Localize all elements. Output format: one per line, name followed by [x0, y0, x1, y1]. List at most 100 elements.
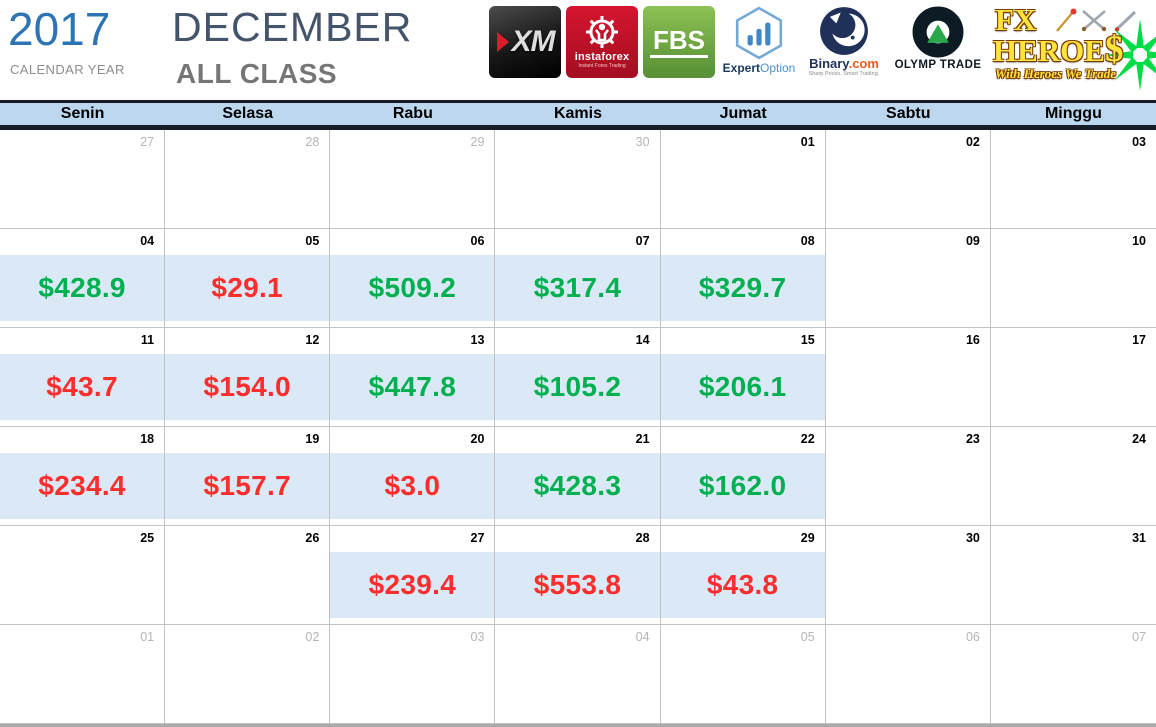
calendar-cell[interactable]: 05 — [660, 625, 826, 724]
day-header-kamis: Kamis — [553, 105, 602, 122]
calendar-cell[interactable]: 09 — [825, 229, 991, 328]
day-number: 05 — [800, 630, 815, 644]
logo-xm: XM — [489, 6, 561, 78]
olymptrade-wordmark: OLYMP TRADE — [894, 59, 982, 71]
day-number: 26 — [305, 531, 320, 545]
pnl-value: $553.8 — [495, 552, 660, 618]
calendar-grid: 27 28 29 30 01 02 03 04 $428.9 05 $29.1 06 $509.2 07 $… — [0, 130, 1156, 727]
fxheroes-starburst-icon — [1104, 19, 1156, 91]
day-number: 13 — [470, 333, 485, 347]
xm-arrow-icon — [496, 32, 509, 52]
day-number: 02 — [965, 135, 980, 149]
pnl-value: $29.1 — [165, 255, 330, 321]
calendar-cell[interactable]: 13 $447.8 — [330, 328, 496, 427]
day-number: 03 — [1132, 135, 1146, 149]
pnl-value: $428.3 — [495, 453, 660, 519]
day-number: 19 — [305, 432, 320, 446]
calendar-cell[interactable]: 04 $428.9 — [0, 229, 166, 328]
calendar-cell[interactable]: 04 — [495, 625, 661, 724]
pnl-value: $43.8 — [660, 552, 825, 618]
calendar-cell[interactable]: 30 — [825, 526, 991, 625]
day-number: 25 — [140, 531, 155, 545]
calendar-cell[interactable]: 02 — [825, 130, 991, 229]
pnl-value: $157.7 — [165, 453, 330, 519]
calendar-cell[interactable]: 06 $509.2 — [330, 229, 496, 328]
pnl-value: $105.2 — [495, 354, 660, 420]
calendar-cell[interactable]: 29 $43.8 — [660, 526, 826, 625]
calendar-cell[interactable]: 03 — [330, 625, 496, 724]
month-title: DECEMBER — [172, 4, 413, 50]
day-number: 05 — [305, 234, 320, 248]
day-number: 11 — [140, 333, 155, 347]
calendar-cell[interactable]: 07 — [990, 625, 1156, 724]
calendar-cell[interactable]: 30 — [495, 130, 661, 229]
day-header-jumat: Jumat — [719, 105, 767, 122]
calendar-cell[interactable]: 07 $317.4 — [495, 229, 661, 328]
calendar-cell[interactable]: 23 — [825, 427, 991, 526]
day-number: 28 — [635, 531, 650, 545]
day-number: 29 — [800, 531, 815, 545]
calendar-cell[interactable]: 24 — [990, 427, 1156, 526]
calendar-cell[interactable]: 10 — [990, 229, 1156, 328]
binary-bull-icon — [820, 7, 868, 55]
calendar-cell[interactable]: 01 — [660, 130, 826, 229]
day-header-sabtu: Sabtu — [886, 105, 931, 122]
day-number: 03 — [470, 630, 485, 644]
pnl-value: $317.4 — [495, 255, 660, 321]
day-number: 09 — [965, 234, 980, 248]
calendar-cell[interactable]: 26 — [165, 526, 331, 625]
calendar-cell[interactable]: 01 — [0, 625, 166, 724]
weekday-header-row: Senin Selasa Rabu Kamis Jumat Sabtu Minggu — [0, 100, 1156, 130]
calendar-cell[interactable]: 29 — [330, 130, 496, 229]
fxheroes-tagline: With Heroes We Trade — [995, 66, 1116, 81]
calendar-cell[interactable]: 08 $329.7 — [660, 229, 826, 328]
calendar-cell[interactable]: 05 $29.1 — [165, 229, 331, 328]
fxheroes-line2: HEROE$ — [993, 29, 1124, 70]
day-header-senin: Senin — [60, 105, 105, 122]
calendar-cell[interactable]: 11 $43.7 — [0, 328, 166, 427]
pnl-value: $43.7 — [0, 354, 165, 420]
calendar-cell[interactable]: 15 $206.1 — [660, 328, 826, 427]
day-number: 07 — [635, 234, 650, 248]
day-number: 08 — [800, 234, 815, 248]
calendar-cell[interactable]: 03 — [990, 130, 1156, 229]
pnl-value: $234.4 — [0, 453, 165, 519]
logo-expertoption: ExpertOption — [720, 6, 798, 75]
calendar-cell[interactable]: 14 $105.2 — [495, 328, 661, 427]
calendar-cell[interactable]: 25 — [0, 526, 166, 625]
day-number: 17 — [1132, 333, 1146, 347]
logo-fxheroes: FX HEROE$ With Her — [991, 2, 1156, 94]
logo-binary: Binary.com Sharp Prices. Smart Trading. — [803, 6, 885, 77]
day-number: 16 — [965, 333, 980, 347]
day-number: 18 — [140, 432, 155, 446]
calendar-cell[interactable]: 28 $553.8 — [495, 526, 661, 625]
calendar-cell[interactable]: 21 $428.3 — [495, 427, 661, 526]
calendar-cell[interactable]: 22 $162.0 — [660, 427, 826, 526]
calendar-cell[interactable]: 17 — [990, 328, 1156, 427]
calendar-cell[interactable]: 28 — [165, 130, 331, 229]
day-header-minggu: Minggu — [1044, 105, 1102, 122]
calendar-cell[interactable]: 27 — [0, 130, 166, 229]
logo-olymptrade: OLYMP TRADE — [890, 6, 986, 71]
calendar-cell[interactable]: 18 $234.4 — [0, 427, 166, 526]
calendar-cell[interactable]: 20 $3.0 — [330, 427, 496, 526]
calendar-cell[interactable]: 02 — [165, 625, 331, 724]
day-number: 01 — [140, 630, 155, 644]
day-number: 30 — [965, 531, 980, 545]
calendar-cell[interactable]: 16 — [825, 328, 991, 427]
day-number: 10 — [1132, 234, 1146, 248]
year-caption: CALENDAR YEAR — [10, 62, 125, 77]
calendar-cell[interactable]: 31 — [990, 526, 1156, 625]
pnl-value: $162.0 — [660, 453, 825, 519]
calendar-cell[interactable]: 12 $154.0 — [165, 328, 331, 427]
calendar-cell[interactable]: 27 $239.4 — [330, 526, 496, 625]
instaforex-tagline: Instant Forex Trading — [578, 63, 626, 69]
calendar-cell[interactable]: 06 — [825, 625, 991, 724]
xm-wordmark: XM — [511, 25, 556, 58]
calendar-cell[interactable]: 19 $157.7 — [165, 427, 331, 526]
pnl-value: $509.2 — [330, 255, 495, 321]
day-number: 21 — [635, 432, 650, 446]
fxheroes-weapons-icon — [1056, 8, 1137, 32]
binary-tagline: Sharp Prices. Smart Trading. — [808, 71, 880, 77]
expertoption-wordmark: ExpertOption — [722, 61, 796, 75]
